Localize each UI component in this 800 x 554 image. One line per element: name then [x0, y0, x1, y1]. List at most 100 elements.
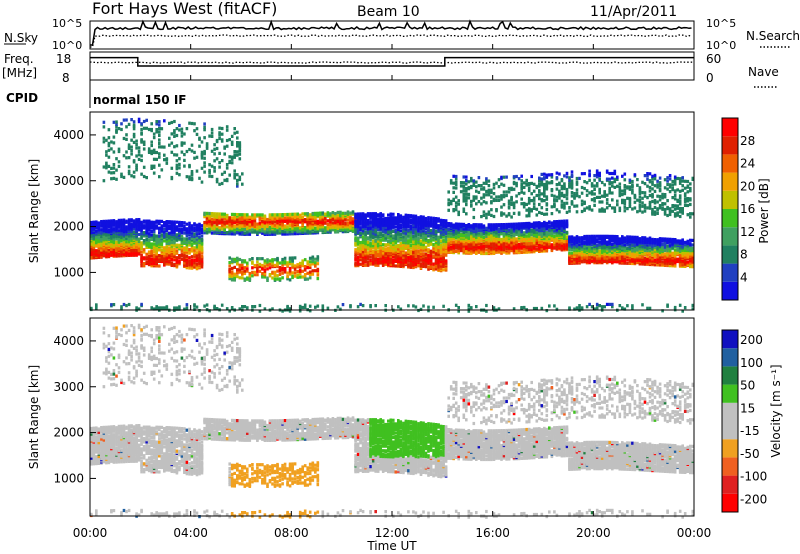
- power-cell: [97, 224, 101, 228]
- power-cell: [371, 218, 375, 223]
- power-cell: [397, 235, 400, 240]
- power-cell: [663, 252, 667, 256]
- power-cell: [384, 243, 387, 247]
- power-cell: [261, 231, 264, 235]
- power-cell: [371, 249, 375, 254]
- power-cell: [263, 223, 267, 227]
- power-cell: [409, 218, 413, 222]
- power-cell: [276, 213, 279, 217]
- power-cell: [583, 234, 586, 239]
- power-cell: [374, 243, 377, 247]
- power-cell: [102, 234, 106, 238]
- power-cell: [356, 229, 360, 233]
- power-cell: [371, 212, 375, 216]
- power-cell: [140, 256, 143, 260]
- power-cell: [487, 223, 491, 227]
- power-cell: [492, 223, 496, 227]
- power-cell: [190, 248, 194, 252]
- power-cell: [183, 256, 186, 260]
- power-cell: [163, 254, 166, 258]
- power-cell: [198, 243, 201, 247]
- power-cell: [402, 227, 405, 231]
- power-cell: [482, 235, 486, 239]
- power-cell: [168, 236, 171, 240]
- power-cell: [603, 234, 606, 238]
- power-cell: [251, 228, 254, 232]
- power-cell: [135, 218, 138, 222]
- power-cell: [470, 224, 473, 228]
- power-cell: [356, 236, 360, 240]
- freq-series-line: [90, 56, 694, 67]
- power-cell: [389, 218, 393, 222]
- power-cell: [389, 236, 393, 240]
- power-cell: [170, 239, 174, 243]
- power-cell: [283, 224, 287, 228]
- freq-ytick-top: 18: [56, 52, 71, 66]
- power-cell: [409, 214, 413, 218]
- power-cell: [142, 241, 146, 245]
- power-cell: [225, 225, 229, 229]
- power-cell: [155, 249, 158, 253]
- power-cell: [233, 224, 236, 228]
- power-cell: [397, 231, 400, 235]
- power-cell: [193, 248, 196, 252]
- power-cell: [195, 247, 199, 251]
- power-cell: [417, 249, 420, 253]
- power-cell: [236, 213, 239, 217]
- power-cell: [183, 263, 186, 267]
- power-cell: [565, 230, 569, 234]
- power-cell: [402, 243, 405, 247]
- power-cell: [158, 219, 161, 223]
- power-cell: [656, 238, 659, 242]
- power-cell: [137, 244, 141, 248]
- power-cell: [233, 232, 236, 236]
- power-cell: [185, 263, 189, 267]
- power-cell: [175, 259, 179, 263]
- power-cell: [122, 228, 126, 233]
- power-cell: [183, 251, 186, 255]
- power-cell: [140, 231, 143, 235]
- power-cell: [195, 230, 199, 234]
- power-cell: [359, 246, 362, 250]
- power-cell: [404, 251, 408, 255]
- power-cell: [444, 219, 448, 223]
- power-cell: [336, 213, 340, 217]
- power-cell: [150, 222, 153, 227]
- power-cell: [228, 223, 231, 227]
- power-cell: [422, 215, 425, 219]
- power-cell: [165, 253, 169, 257]
- power-cell: [643, 256, 647, 261]
- power-cell: [110, 227, 113, 231]
- power-cell: [381, 236, 385, 240]
- power-cell: [475, 223, 478, 227]
- nsearch-series-line: [90, 34, 692, 48]
- power-cell: [351, 224, 355, 228]
- power-cell: [107, 219, 111, 223]
- power-cell: [268, 225, 272, 230]
- power-cell: [188, 259, 191, 263]
- power-cell: [384, 216, 387, 221]
- power-cell: [387, 246, 390, 250]
- power-cell: [233, 216, 236, 220]
- power-cell: [590, 234, 594, 238]
- power-cell: [374, 256, 377, 260]
- power-cell: [137, 237, 141, 241]
- power-cell: [351, 217, 355, 221]
- power-cell: [369, 251, 372, 255]
- power-cell: [616, 235, 619, 239]
- power-cell: [223, 220, 226, 224]
- power-cell: [107, 228, 111, 232]
- power-cell: [150, 226, 153, 230]
- power-cell: [550, 243, 554, 247]
- power-cell: [359, 262, 362, 266]
- power-cell: [354, 212, 357, 216]
- power-cell: [369, 223, 372, 227]
- power-cell: [394, 250, 398, 254]
- power-cell: [160, 235, 164, 239]
- power-cell: [188, 236, 191, 240]
- power-cell: [230, 224, 234, 228]
- power-cell: [643, 236, 647, 240]
- power-cell: [369, 255, 372, 259]
- power-cell: [402, 255, 405, 259]
- power-cell: [185, 222, 189, 226]
